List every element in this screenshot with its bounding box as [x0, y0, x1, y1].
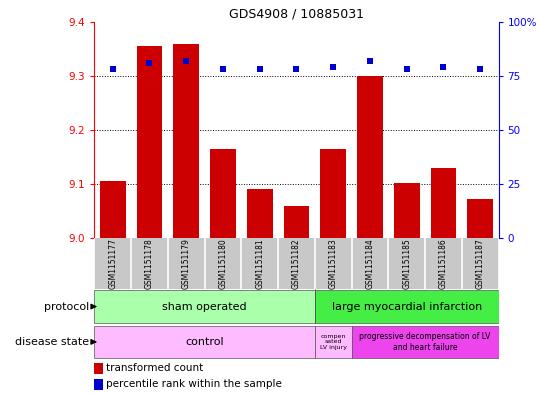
Text: GSM1151180: GSM1151180	[218, 238, 227, 289]
Bar	[284, 206, 309, 238]
Bar	[94, 379, 103, 390]
Bar	[394, 183, 419, 238]
Bar	[94, 326, 315, 358]
Bar	[320, 149, 346, 238]
Text: progressive decompensation of LV
and heart failure: progressive decompensation of LV and hea…	[360, 332, 491, 352]
Bar	[357, 75, 383, 238]
Text: protocol: protocol	[44, 301, 89, 312]
Bar	[174, 44, 199, 238]
Text: GSM1151187: GSM1151187	[476, 238, 485, 289]
Text: disease state: disease state	[15, 337, 89, 347]
Text: control: control	[185, 337, 224, 347]
Point	[365, 57, 374, 64]
Text: large myocardial infarction: large myocardial infarction	[331, 301, 482, 312]
Text: GSM1151179: GSM1151179	[182, 238, 191, 289]
Text: GSM1151177: GSM1151177	[108, 238, 117, 289]
Bar	[351, 326, 499, 358]
Title: GDS4908 / 10885031: GDS4908 / 10885031	[229, 7, 364, 20]
Point	[439, 64, 448, 70]
Text: GSM1151178: GSM1151178	[145, 238, 154, 289]
Point	[403, 66, 411, 72]
Bar	[210, 149, 236, 238]
Bar	[467, 199, 493, 238]
Text: sham operated: sham operated	[162, 301, 247, 312]
Text: percentile rank within the sample: percentile rank within the sample	[106, 379, 282, 389]
Point	[292, 66, 301, 72]
Bar	[315, 326, 351, 358]
Text: GSM1151182: GSM1151182	[292, 238, 301, 288]
Point	[145, 59, 154, 66]
Bar	[94, 363, 103, 374]
Point	[182, 57, 190, 64]
Point	[329, 64, 337, 70]
Text: GSM1151181: GSM1151181	[255, 238, 264, 288]
Point	[108, 66, 117, 72]
Bar	[136, 46, 162, 238]
Text: compen
sated
LV injury: compen sated LV injury	[320, 334, 347, 350]
Text: GSM1151184: GSM1151184	[365, 238, 375, 289]
Bar	[94, 290, 315, 323]
Text: GSM1151186: GSM1151186	[439, 238, 448, 289]
Point	[255, 66, 264, 72]
Text: GSM1151183: GSM1151183	[329, 238, 338, 289]
Point	[219, 66, 227, 72]
Bar	[315, 290, 499, 323]
Text: GSM1151185: GSM1151185	[402, 238, 411, 289]
Bar	[431, 167, 457, 238]
Text: transformed count: transformed count	[106, 363, 204, 373]
Bar	[247, 189, 273, 238]
Bar	[100, 181, 126, 238]
Point	[476, 66, 485, 72]
